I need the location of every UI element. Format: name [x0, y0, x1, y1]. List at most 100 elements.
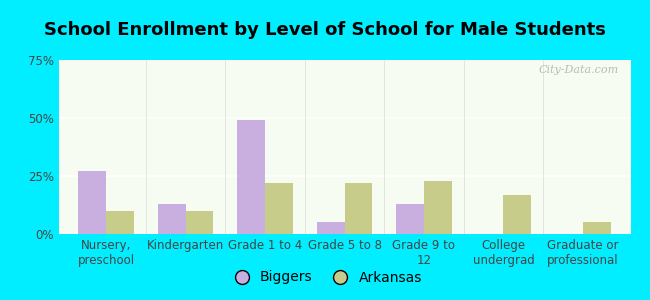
Bar [58, 96, 630, 233]
Bar [58, 179, 630, 234]
Bar [58, 90, 630, 233]
Bar [58, 212, 630, 234]
Bar [58, 212, 630, 234]
Bar [58, 152, 630, 234]
Bar [58, 68, 630, 233]
Bar [58, 97, 630, 233]
Bar [58, 72, 630, 233]
Bar [58, 231, 630, 234]
Bar [237, 120, 265, 234]
Bar [58, 158, 630, 234]
Bar [58, 187, 630, 234]
Bar [58, 127, 630, 233]
Bar [344, 183, 372, 234]
Bar [58, 73, 630, 233]
Bar [58, 230, 630, 234]
Bar [58, 184, 630, 234]
Bar [58, 66, 630, 233]
Bar [58, 154, 630, 234]
Bar [58, 157, 630, 234]
Bar [58, 110, 630, 233]
Bar [58, 206, 630, 234]
Bar [58, 173, 630, 234]
Bar [583, 222, 610, 234]
Bar [58, 181, 630, 234]
Bar [58, 161, 630, 234]
Bar [58, 159, 630, 234]
Bar [58, 70, 630, 233]
Bar [58, 189, 630, 234]
Bar [58, 113, 630, 233]
Bar [58, 225, 630, 234]
Bar [58, 147, 630, 234]
Bar [58, 77, 630, 233]
Bar [58, 149, 630, 234]
Bar [58, 227, 630, 234]
Bar [424, 181, 452, 234]
Bar [58, 144, 630, 234]
Bar [58, 185, 630, 234]
Bar [58, 101, 630, 233]
Bar [58, 83, 630, 233]
Bar [58, 109, 630, 233]
Bar [58, 86, 630, 233]
Bar [58, 136, 630, 233]
Bar [58, 215, 630, 234]
Bar [317, 222, 345, 234]
Bar [503, 195, 531, 234]
Bar [58, 204, 630, 234]
Bar [58, 211, 630, 234]
Bar [58, 229, 630, 234]
Bar [58, 203, 630, 234]
Bar [265, 183, 293, 234]
Bar [58, 195, 630, 234]
Bar [58, 182, 630, 234]
Bar [58, 64, 630, 233]
Bar [58, 103, 630, 233]
Bar [58, 112, 630, 233]
Bar [58, 190, 630, 234]
Bar [58, 117, 630, 233]
Bar [58, 93, 630, 233]
Bar [58, 78, 630, 233]
Bar [58, 188, 630, 234]
Bar [58, 62, 630, 233]
Bar [58, 135, 630, 233]
Bar [58, 138, 630, 233]
Bar [58, 124, 630, 233]
Bar [58, 90, 630, 233]
Bar [58, 221, 630, 234]
Bar [58, 232, 630, 234]
Bar [58, 172, 630, 234]
Text: City-Data.com: City-Data.com [539, 65, 619, 75]
Bar [58, 199, 630, 234]
Legend: Biggers, Arkansas: Biggers, Arkansas [222, 265, 428, 290]
Bar [58, 60, 630, 233]
Bar [58, 119, 630, 233]
Bar [58, 139, 630, 233]
Bar [58, 70, 630, 233]
Bar [58, 146, 630, 234]
Bar [58, 166, 630, 234]
Bar [58, 196, 630, 234]
Bar [58, 205, 630, 234]
Bar [58, 106, 630, 233]
Bar [58, 160, 630, 234]
Bar [58, 184, 630, 234]
Bar [58, 191, 630, 234]
Bar [58, 103, 630, 233]
Bar [58, 76, 630, 233]
Bar [58, 228, 630, 234]
Bar [58, 110, 630, 233]
Bar [58, 118, 630, 233]
Bar [58, 168, 630, 234]
Bar [58, 114, 630, 233]
Bar [58, 105, 630, 233]
Bar [58, 122, 630, 233]
Bar [58, 230, 630, 234]
Bar [58, 165, 630, 234]
Bar [58, 220, 630, 234]
Bar [58, 98, 630, 233]
Text: School Enrollment by Level of School for Male Students: School Enrollment by Level of School for… [44, 21, 606, 39]
Bar [58, 226, 630, 234]
